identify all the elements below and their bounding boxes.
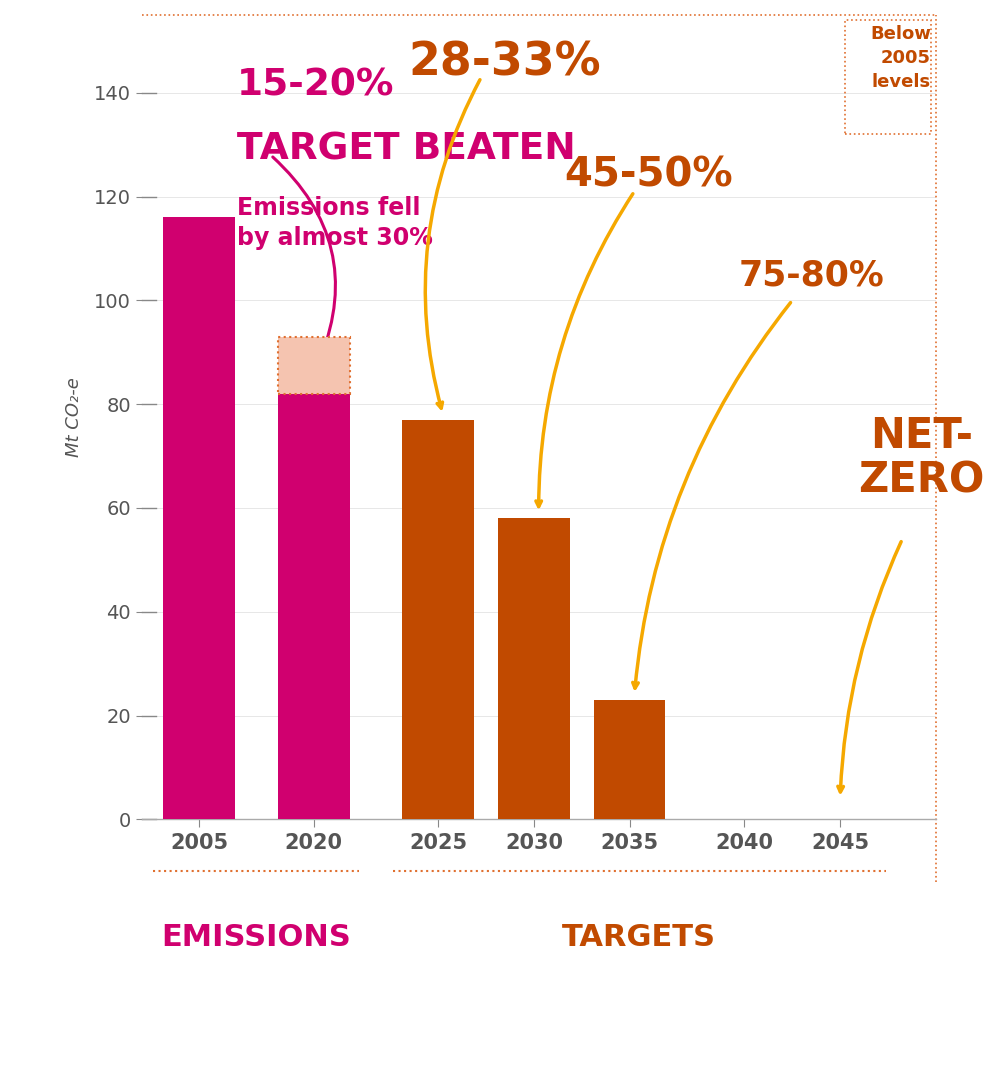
Text: 28-33%: 28-33%	[409, 40, 601, 86]
Text: Below
2005
levels: Below 2005 levels	[870, 26, 931, 91]
Bar	[278, 337, 350, 394]
Y-axis label: Mt CO₂-e: Mt CO₂-e	[65, 377, 83, 457]
Bar	[498, 519, 570, 819]
Bar	[278, 337, 350, 394]
Text: Emissions fell
by almost 30%: Emissions fell by almost 30%	[237, 196, 433, 249]
Text: TARGET BEATEN: TARGET BEATEN	[237, 132, 576, 167]
Text: NET-
ZERO: NET- ZERO	[858, 414, 985, 502]
Text: 45-50%: 45-50%	[564, 155, 733, 195]
Text: EMISSIONS: EMISSIONS	[161, 923, 351, 952]
Text: TARGETS: TARGETS	[562, 923, 716, 952]
Bar	[163, 217, 235, 819]
Bar	[278, 394, 350, 819]
Text: 15-20%: 15-20%	[237, 67, 394, 103]
Text: 75-80%: 75-80%	[739, 259, 884, 293]
Bar	[402, 420, 474, 819]
Bar	[594, 700, 665, 819]
Bar	[845, 20, 931, 134]
